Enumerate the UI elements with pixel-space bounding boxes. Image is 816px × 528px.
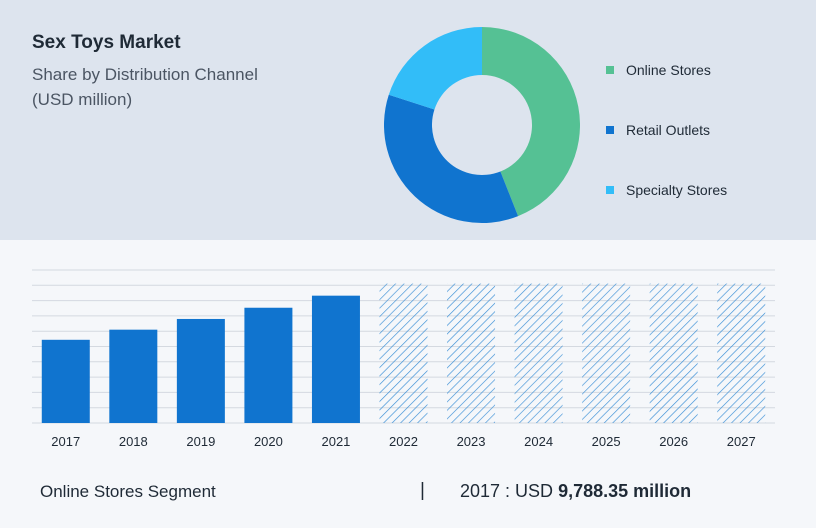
- bar-2018: [109, 329, 158, 423]
- chart-subtitle: Share by Distribution Channel (USD milli…: [32, 62, 332, 112]
- legend-swatch-specialty-stores: [606, 186, 614, 194]
- legend-item-specialty-stores: Specialty Stores: [606, 178, 727, 202]
- bar-2022: [379, 283, 428, 423]
- legend-label-specialty-stores: Specialty Stores: [626, 182, 728, 198]
- bar-2027: [717, 283, 766, 423]
- segment-label: Online Stores Segment: [40, 482, 216, 501]
- chart-title: Sex Toys Market: [32, 32, 181, 53]
- legend-item-retail-outlets: Retail Outlets: [606, 118, 727, 142]
- legend-swatch-online-stores: [606, 66, 614, 74]
- x-tick-label-2027: 2027: [727, 434, 756, 449]
- x-tick-label-2025: 2025: [592, 434, 621, 449]
- donut-slice-retail-outlets: [383, 94, 519, 224]
- x-tick-label-2019: 2019: [186, 434, 215, 449]
- x-tick-label-2024: 2024: [524, 434, 553, 449]
- subtitle-line-1: Share by Distribution Channel: [32, 65, 258, 84]
- segment-value: 2017 : USD 9,788.35 million: [460, 481, 691, 502]
- bar-2019: [176, 318, 225, 423]
- bar-2021: [311, 295, 360, 423]
- donut-legend: Online Stores Retail Outlets Specialty S…: [606, 58, 727, 238]
- segment-value-prefix: 2017 : USD: [460, 481, 559, 501]
- donut-slice-specialty-stores: [388, 27, 482, 110]
- donut-chart: [383, 27, 580, 224]
- segment-value-amount: 9,788.35 million: [558, 481, 692, 501]
- donut-slice-online-stores: [482, 27, 580, 217]
- x-tick-label-2018: 2018: [119, 434, 148, 449]
- bar-2026: [649, 283, 698, 423]
- footer-divider: |: [420, 480, 425, 501]
- x-tick-label-2023: 2023: [457, 434, 486, 449]
- x-tick-label-2021: 2021: [321, 434, 350, 449]
- x-tick-label-2017: 2017: [51, 434, 80, 449]
- subtitle-line-2: (USD million): [32, 90, 133, 109]
- bar-2025: [582, 283, 631, 423]
- bar-2020: [244, 307, 293, 423]
- x-tick-label-2020: 2020: [254, 434, 283, 449]
- bar-2023: [447, 283, 496, 423]
- legend-label-retail-outlets: Retail Outlets: [626, 122, 711, 138]
- x-tick-label-2022: 2022: [389, 434, 418, 449]
- x-tick-label-2026: 2026: [659, 434, 688, 449]
- bar-2024: [514, 283, 563, 423]
- legend-item-online-stores: Online Stores: [606, 58, 727, 82]
- legend-label-online-stores: Online Stores: [626, 62, 711, 78]
- legend-swatch-retail-outlets: [606, 126, 614, 134]
- bar-2017: [41, 339, 90, 423]
